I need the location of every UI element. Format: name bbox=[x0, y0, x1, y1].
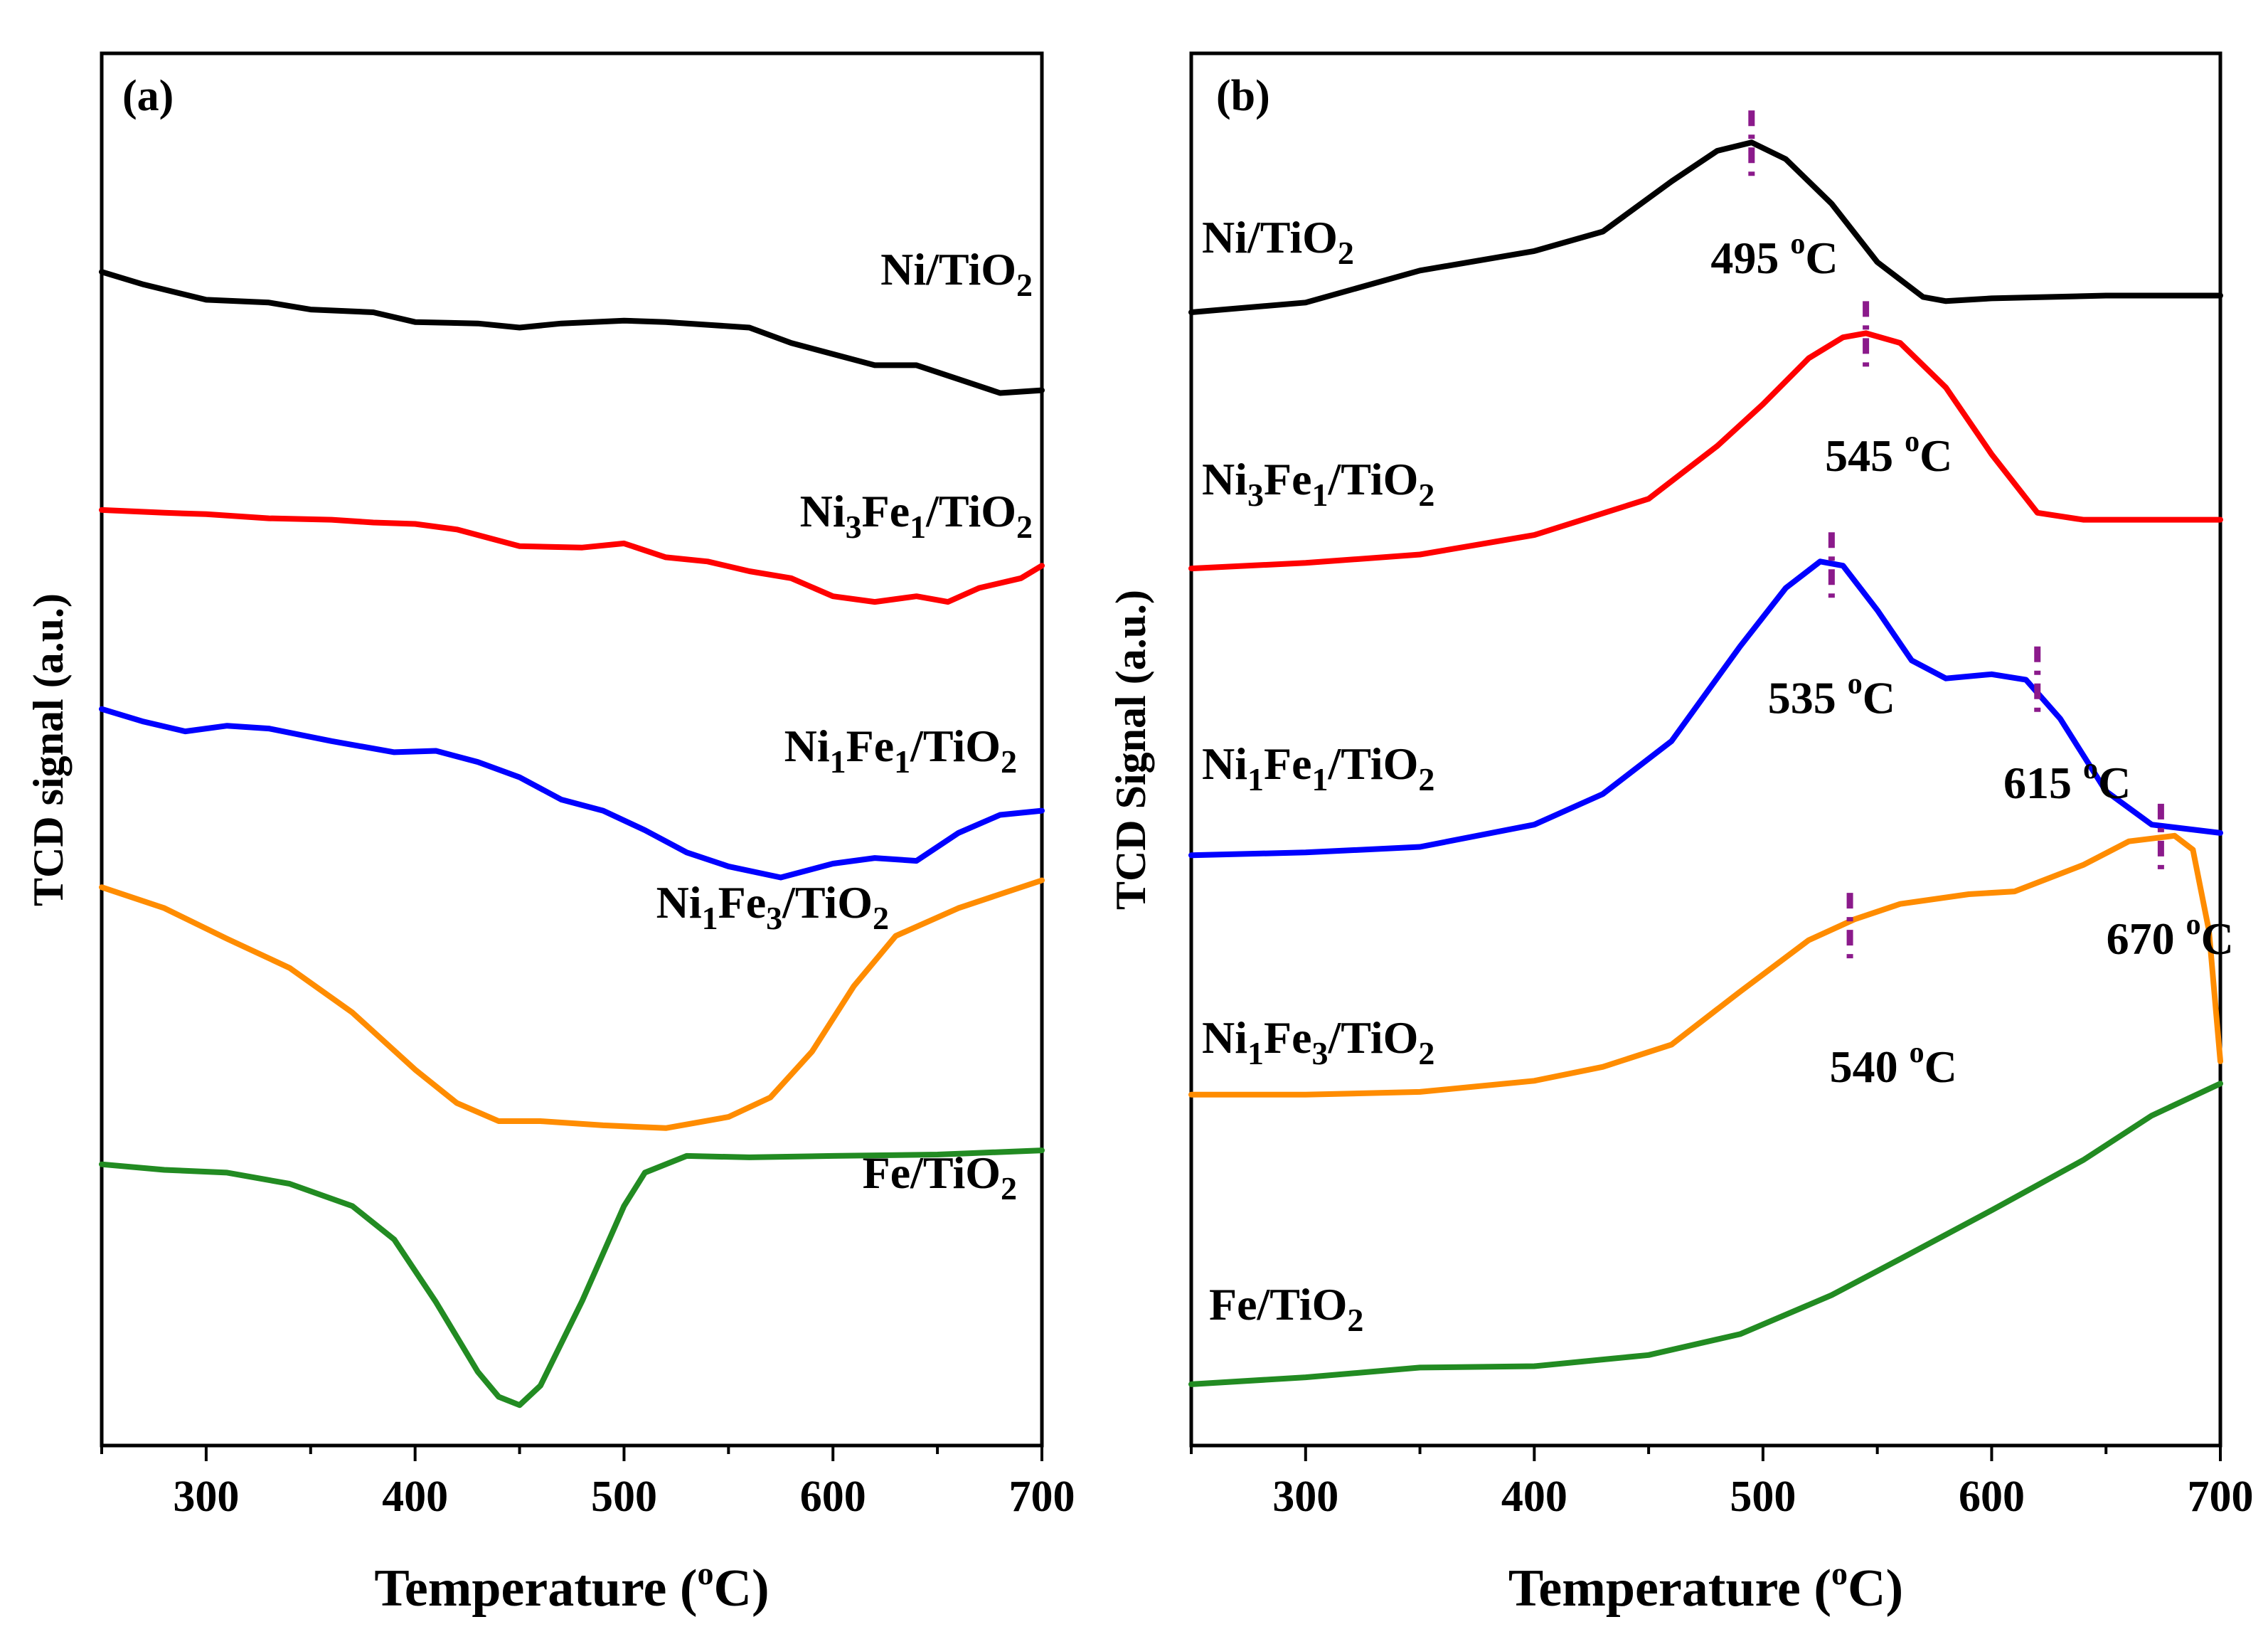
panel-tag: (b) bbox=[1216, 72, 1270, 120]
series-line-ni1fe3-tio2 bbox=[99, 877, 1045, 1131]
series-line-fe-tio2 bbox=[1188, 1081, 2223, 1387]
x-tick-label: 600 bbox=[800, 1473, 866, 1521]
series-line-ni-tio2 bbox=[99, 269, 1045, 396]
peak-label: 540 oC bbox=[1830, 1036, 1957, 1092]
panel-a: 300 400 500 600 700 Temperature (oC) TCD signa… bbox=[25, 51, 1075, 1618]
series-label: Ni3Fe1/TiO2 bbox=[800, 486, 1033, 545]
y-axis-label: TCD Signal (a.u.) bbox=[1107, 590, 1154, 910]
peak-label: 495 oC bbox=[1710, 228, 1838, 283]
series-label: Ni/TiO2 bbox=[880, 244, 1033, 303]
series-line-ni1fe1-tio2 bbox=[99, 706, 1045, 881]
peak-label: 545 oC bbox=[1825, 425, 1952, 481]
series-label: Ni1Fe3/TiO2 bbox=[1202, 1012, 1434, 1071]
x-tick-label: 300 bbox=[1272, 1473, 1338, 1521]
x-tick-label: 300 bbox=[173, 1473, 239, 1521]
x-tick-label: 700 bbox=[2188, 1473, 2254, 1521]
peak-label: 670 oC bbox=[2107, 908, 2234, 964]
series-line-ni1fe1-tio2 bbox=[1188, 558, 2223, 859]
series-line-ni1fe3-tio2 bbox=[1188, 832, 2223, 1098]
x-tick-label: 700 bbox=[1009, 1473, 1075, 1521]
x-tick-label: 400 bbox=[1501, 1473, 1567, 1521]
series-label: Fe/TiO2 bbox=[863, 1147, 1017, 1207]
panel-tag: (a) bbox=[122, 72, 174, 120]
y-axis-label: TCD signal (a.u.) bbox=[25, 593, 72, 906]
x-tick-label: 600 bbox=[1959, 1473, 2025, 1521]
x-axis-label: Temperature (oC) bbox=[374, 1555, 769, 1618]
peak-label: 535 oC bbox=[1768, 668, 1895, 723]
series-line-ni-tio2 bbox=[1188, 139, 2223, 315]
series-label: Ni1Fe1/TiO2 bbox=[1202, 738, 1434, 797]
series-label: Fe/TiO2 bbox=[1209, 1279, 1363, 1338]
series-label: Ni3Fe1/TiO2 bbox=[1202, 454, 1434, 513]
x-tick-label: 400 bbox=[382, 1473, 448, 1521]
plot-frame bbox=[100, 51, 1044, 1448]
series-line-fe-tio2 bbox=[99, 1147, 1045, 1409]
series-line-ni3fe1-tio2 bbox=[1188, 330, 2223, 572]
series-label: Ni1Fe3/TiO2 bbox=[656, 877, 889, 936]
x-axis-label: Temperature (oC) bbox=[1508, 1555, 1903, 1618]
panel-b: 300 400 500 600 700 Temperature (oC) TCD Signa… bbox=[1107, 51, 2254, 1618]
x-tick-label: 500 bbox=[1730, 1473, 1796, 1521]
peak-label: 615 oC bbox=[2003, 753, 2131, 808]
series-line-ni3fe1-tio2 bbox=[99, 507, 1045, 605]
series-label: Ni1Fe1/TiO2 bbox=[784, 721, 1017, 780]
series-label: Ni/TiO2 bbox=[1202, 212, 1354, 271]
plot-frame bbox=[1189, 51, 2222, 1448]
x-tick-label: 500 bbox=[591, 1473, 657, 1521]
